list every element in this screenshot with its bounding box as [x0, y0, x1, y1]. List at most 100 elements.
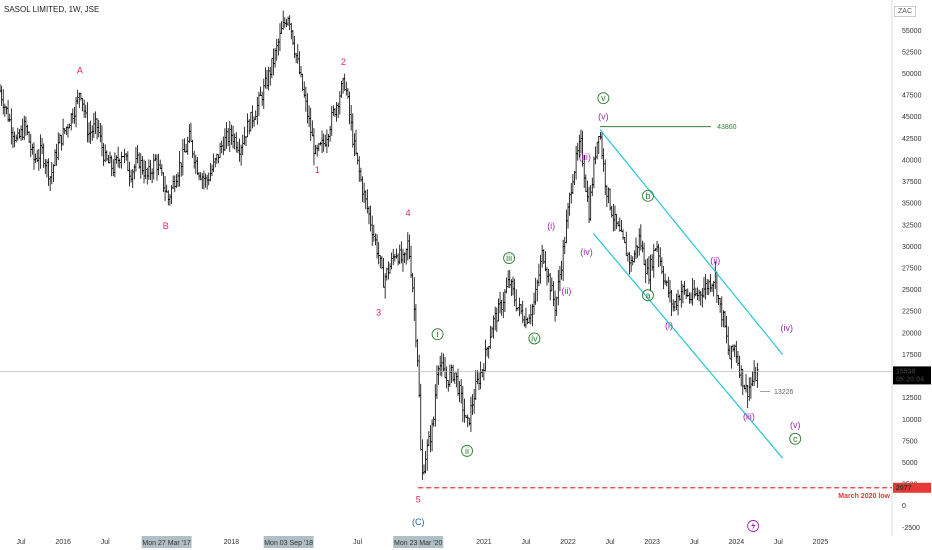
ohlc-bar — [448, 364, 452, 387]
ohlc-bar — [283, 17, 287, 28]
wave-labels: AB321345(C)iiiiiiivv(i)(ii)(iii)(iv)(v)b… — [77, 57, 802, 532]
ohlc-bar — [725, 316, 728, 344]
currency-badge[interactable]: ZAC — [894, 6, 916, 17]
wave-label-circle — [642, 189, 654, 202]
time-axis[interactable]: Jul 2016 Jul 2018 Jul 2021 Jul 2022 Jul 2023 Jul 20… — [17, 536, 829, 548]
ohlc-bar — [396, 253, 400, 266]
ohlc-bar — [524, 307, 528, 329]
ohlc-bar — [673, 300, 677, 312]
ohlc-bar — [527, 314, 531, 324]
price-tick-label: -2500 — [902, 525, 920, 532]
ohlc-bar — [715, 271, 719, 304]
ohlc-bar — [311, 120, 314, 137]
ohlc-bar — [183, 138, 186, 153]
ohlc-bar — [167, 190, 170, 206]
price-tick-label: 12500 — [902, 395, 922, 402]
ohlc-bar — [476, 370, 479, 385]
wave-label-circle — [461, 444, 473, 457]
ohlc-bar — [3, 103, 7, 117]
ohlc-bar — [385, 267, 389, 281]
ohlc-bar — [186, 136, 190, 155]
wave-label-circle — [503, 252, 516, 265]
ohlc-bar — [60, 135, 63, 151]
ohlc-bar — [144, 160, 147, 180]
time-tick-label: 2018 — [224, 539, 240, 546]
price-tick-label: 55000 — [902, 28, 922, 35]
ohlc-bar — [603, 159, 607, 195]
ohlc-bar — [629, 255, 633, 272]
ohlc-bar — [139, 153, 143, 179]
wave-label-text: v — [601, 93, 606, 103]
ohlc-bar — [709, 273, 712, 293]
ohlc-bar — [280, 21, 283, 34]
ohlc-bar — [503, 289, 507, 312]
ohlc-bar — [485, 346, 489, 357]
ohlc-bar — [247, 119, 251, 135]
ohlc-bar — [720, 296, 724, 328]
ohlc-bar — [612, 203, 615, 232]
ohlc-bar — [52, 164, 55, 183]
ohlc-bar — [615, 214, 618, 230]
ohlc-bar — [440, 352, 444, 377]
ohlc-bar — [374, 233, 377, 246]
ohlc-bar — [262, 78, 266, 110]
ohlc-bar — [544, 251, 547, 272]
ohlc-bar — [254, 110, 257, 120]
ohlc-bar — [270, 58, 274, 79]
ohlc-bar — [79, 92, 83, 101]
ohlc-bar — [594, 146, 597, 165]
ohlc-bar — [306, 93, 309, 124]
ohlc-bar — [223, 128, 227, 151]
ohlc-bar — [468, 417, 471, 426]
ohlc-bar — [579, 129, 583, 154]
wave-label: (iii) — [743, 411, 755, 421]
price-axis[interactable]: -250002500500075001000012500175002000022… — [891, 0, 922, 536]
ohlc-bar — [137, 152, 141, 169]
ohlc-bar — [154, 154, 157, 162]
ohlc-bar — [268, 67, 272, 86]
ohlc-bar — [19, 125, 23, 141]
ohlc-bar — [508, 270, 512, 289]
ohlc-bar — [404, 248, 408, 265]
wave-label-text: 1 — [315, 165, 320, 175]
ohlc-bar — [275, 38, 279, 61]
ohlc-bar — [641, 240, 644, 253]
ohlc-bar — [681, 284, 685, 304]
ohlc-bar — [210, 164, 214, 177]
ohlc-bar — [586, 180, 589, 202]
ohlc-bar — [535, 279, 539, 302]
ohlc-bar — [511, 276, 515, 296]
wave-label-text: (iv) — [580, 247, 593, 257]
ohlc-bar — [741, 369, 745, 395]
date-badge: Mon 23 Mar '20 — [393, 536, 444, 548]
last-price-badge-bg — [893, 366, 931, 385]
ohlc-bar — [461, 386, 465, 423]
ohlc-bar — [613, 205, 617, 231]
ohlc-bar — [111, 159, 115, 177]
ohlc-bar — [8, 113, 12, 122]
ohlc-bar — [388, 263, 392, 274]
ohlc-bar — [129, 169, 133, 183]
ohlc-bar — [637, 228, 641, 256]
ohlc-bar — [671, 299, 675, 312]
wave-label: ii — [461, 444, 473, 457]
ohlc-bar — [37, 148, 41, 171]
ohlc-bar — [333, 108, 337, 117]
ohlc-bar — [32, 142, 36, 170]
ohlc-bar — [267, 66, 270, 91]
ohlc-bar — [633, 250, 636, 263]
ohlc-bar — [118, 158, 122, 169]
ohlc-bar — [623, 236, 626, 244]
lightning-icon[interactable] — [747, 520, 760, 532]
ohlc-bar — [526, 317, 529, 325]
ohlc-bar — [307, 105, 311, 128]
ohlc-bar — [90, 125, 94, 141]
wave-label-circle — [431, 328, 444, 341]
wave-label: 3 — [376, 308, 381, 318]
ohlc-bar — [412, 277, 416, 321]
ohlc-bar — [55, 143, 58, 166]
ohlc-bar — [48, 176, 52, 191]
ohlc-bar — [362, 182, 366, 204]
ohlc-bar — [327, 133, 330, 147]
